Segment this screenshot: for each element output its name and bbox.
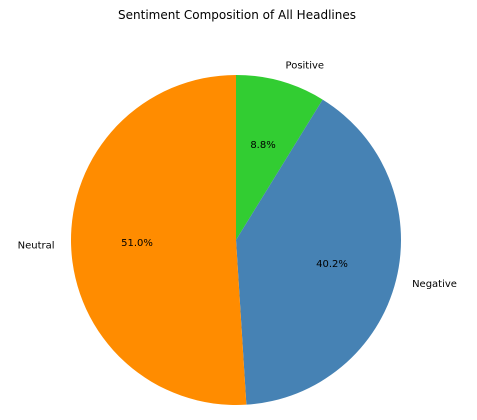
- pie-slice-positive: [236, 75, 323, 240]
- pie-slices: [70, 75, 401, 406]
- pct-label-negative: 40.2%: [316, 259, 348, 270]
- chart-title: Sentiment Composition of All Headlines: [118, 8, 356, 22]
- slice-label-positive: Positive: [286, 60, 325, 71]
- pie-slice-neutral: [70, 75, 247, 406]
- pct-label-neutral: 51.0%: [121, 238, 153, 249]
- pie-slice-negative: [236, 99, 401, 405]
- slice-label-neutral: Neutral: [18, 241, 55, 252]
- pct-label-positive: 8.8%: [250, 140, 275, 151]
- pie-labels: Positive 8.8% Negative 40.2% Neutral 51.0%: [18, 60, 457, 290]
- slice-label-negative: Negative: [412, 279, 457, 290]
